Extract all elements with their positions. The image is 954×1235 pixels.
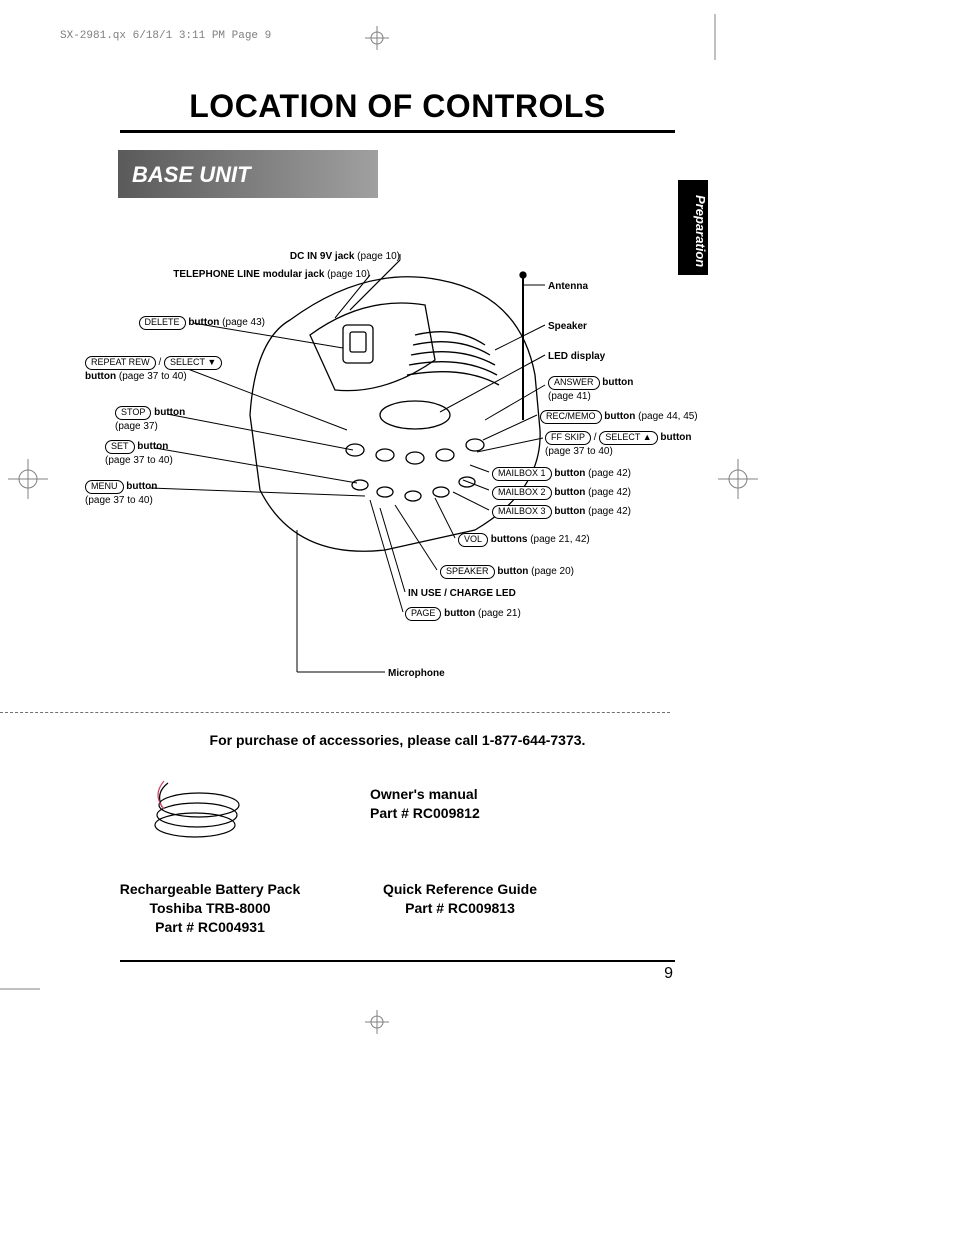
crop-mark-bottom [365,1010,389,1034]
label-stop: STOP button(page 37) [115,406,255,433]
page-slug: SX-2981.qx 6/18/1 3:11 PM Page 9 [60,30,271,42]
crop-mark-left [8,459,48,499]
label-set: SET button(page 37 to 40) [105,440,245,467]
accessories-call: For purchase of accessories, please call… [120,732,675,748]
label-vol: VOL buttons (page 21, 42) [458,533,658,547]
label-microphone: Microphone [388,667,445,680]
label-repeat-rew: REPEAT REW / SELECT ▼ button (page 37 to… [85,356,260,383]
accessory-manual: Owner's manual Part # RC009812 [370,785,550,823]
label-mailbox3: MAILBOX 3 button (page 42) [492,505,692,519]
label-page: PAGE button (page 21) [405,607,605,621]
label-ffskip: FF SKIP / SELECT ▲ button(page 37 to 40) [545,431,745,458]
tick-bottom-left [0,988,40,990]
crop-mark-top [365,26,389,50]
label-led: LED display [548,350,605,363]
tick-top-right [714,14,716,60]
section-heading: BASE UNIT [118,150,378,198]
label-answer: ANSWER button(page 41) [548,376,728,403]
label-tel-line: TELEPHONE LINE modular jack (page 10) [140,268,370,281]
label-menu: MENU button(page 37 to 40) [85,480,225,507]
label-mailbox2: MAILBOX 2 button (page 42) [492,486,692,500]
accessory-battery: Rechargeable Battery Pack Toshiba TRB-80… [115,880,305,937]
label-speaker-btn: SPEAKER button (page 20) [440,565,660,579]
label-dc-jack: DC IN 9V jack (page 10) [250,250,400,263]
battery-icon [150,775,260,850]
accessory-quickref: Quick Reference Guide Part # RC009813 [360,880,560,918]
bottom-rule [120,960,675,962]
page-title: LOCATION OF CONTROLS [120,88,675,125]
dashed-separator [0,712,670,713]
label-inuse: IN USE / CHARGE LED [408,587,516,600]
title-rule [120,130,675,133]
label-speaker: Speaker [548,320,587,333]
label-recmemo: REC/MEMO button (page 44, 45) [540,410,740,424]
label-mailbox1: MAILBOX 1 button (page 42) [492,467,692,481]
label-antenna: Antenna [548,280,588,293]
page-number: 9 [664,965,673,983]
base-unit-diagram: DC IN 9V jack (page 10) TELEPHONE LINE m… [85,240,735,710]
label-delete: DELETE button (page 43) [85,316,265,330]
